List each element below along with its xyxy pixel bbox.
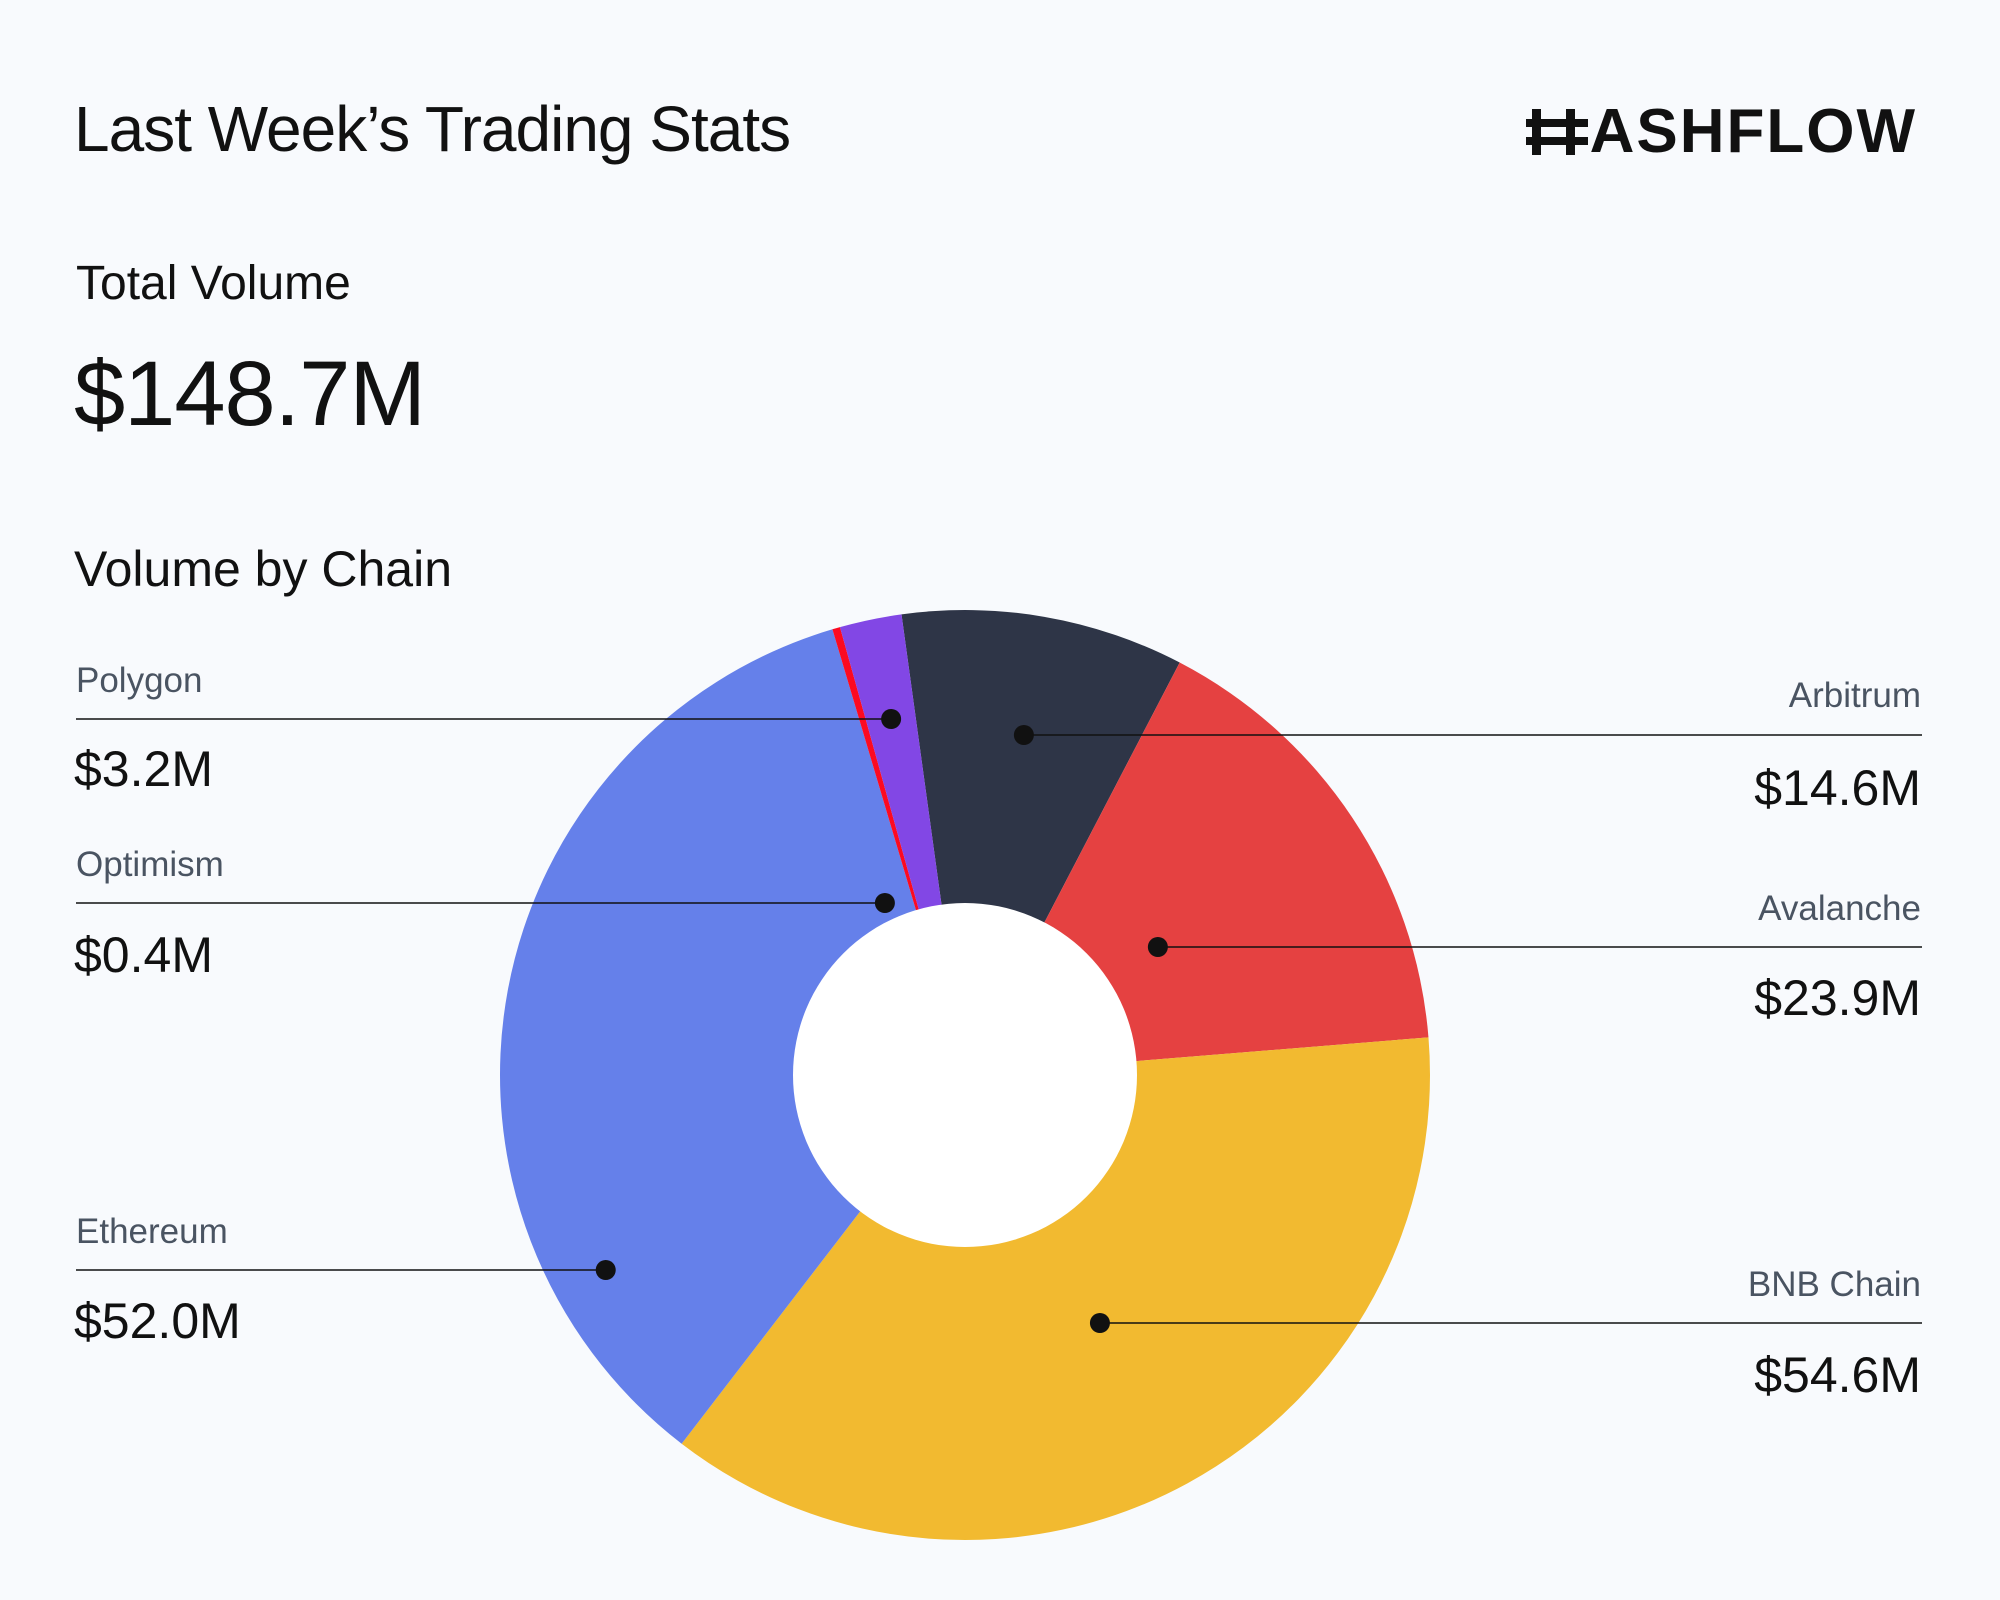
- chain-value-avalanche: $23.9M: [1754, 970, 1921, 1026]
- chain-value-bnb-chain: $54.6M: [1754, 1347, 1921, 1403]
- hash-logo-icon: [1525, 108, 1588, 155]
- volume-by-chain-label: Volume by Chain: [74, 541, 453, 597]
- chain-name-ethereum: Ethereum: [76, 1212, 228, 1251]
- chain-value-arbitrum: $14.6M: [1754, 760, 1921, 816]
- donut-hole: [793, 903, 1137, 1247]
- chain-name-optimism: Optimism: [76, 845, 224, 884]
- marker-dot-bnb-chain: [1089, 1313, 1110, 1333]
- marker-dot-ethereum: [595, 1260, 616, 1280]
- chain-name-bnb-chain: BNB Chain: [1748, 1265, 1921, 1304]
- chain-value-ethereum: $52.0M: [74, 1293, 241, 1349]
- slice-bnb-chain: [681, 1037, 1430, 1541]
- chain-value-polygon: $3.2M: [74, 741, 213, 797]
- chain-name-polygon: Polygon: [76, 661, 202, 700]
- total-volume-label: Total Volume: [76, 257, 351, 310]
- brand-logo: ASHFLOW: [1525, 96, 1917, 167]
- page-title: Last Week’s Trading Stats: [74, 93, 791, 165]
- brand-name: ASHFLOW: [1589, 97, 1917, 166]
- chain-name-avalanche: Avalanche: [1758, 889, 1921, 928]
- chain-name-arbitrum: Arbitrum: [1789, 676, 1921, 715]
- marker-dot-arbitrum: [1013, 725, 1034, 745]
- chain-value-optimism: $0.4M: [74, 927, 213, 983]
- marker-dot-avalanche: [1147, 937, 1168, 957]
- total-volume-value: $148.7M: [74, 343, 426, 445]
- slice-ethereum: [500, 629, 965, 1444]
- marker-dot-optimism: [874, 893, 895, 913]
- marker-dot-polygon: [881, 709, 902, 729]
